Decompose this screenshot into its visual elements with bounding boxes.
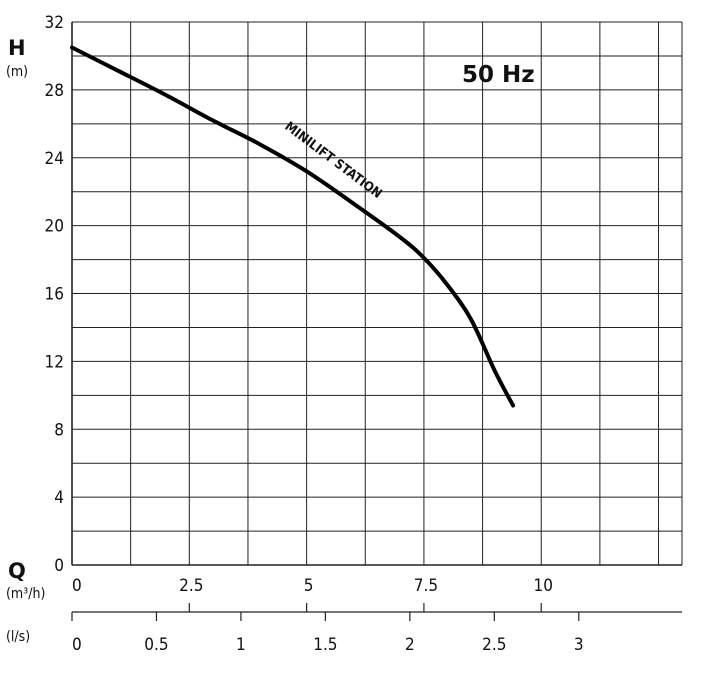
y-tick-label: 32 (45, 13, 64, 33)
y-axis-unit: (m) (6, 64, 28, 80)
y-tick-label: 4 (54, 488, 64, 508)
y-tick-label: 12 (45, 352, 64, 372)
y-tick-label: 24 (45, 149, 64, 169)
y-tick-label: 20 (45, 217, 64, 237)
x-tick-label-m3h: 7.5 (414, 576, 438, 596)
curves (72, 48, 513, 406)
x-tick-label-ls: 0 (72, 635, 82, 655)
x-tick-label-m3h: 10 (533, 576, 552, 596)
x-tick-label-m3h: 5 (304, 576, 314, 596)
frequency-label: 50 Hz (462, 62, 535, 88)
y-tick-label: 16 (45, 285, 64, 305)
y-axis-label: H (8, 36, 26, 60)
x-axis-unit-m3h: (m³/h) (6, 586, 45, 602)
y-tick-label: 28 (45, 81, 64, 101)
grid (72, 22, 682, 565)
x-tick-label-ls: 2.5 (482, 635, 506, 655)
x-tick-label-ls: 2 (405, 635, 415, 655)
x-axis-ls: 0 0.5 1 1.5 2 2.5 3 (72, 612, 682, 655)
x-axis-unit-ls: (l/s) (6, 629, 30, 645)
y-tick-label: 0 (54, 556, 64, 576)
x-tick-label-m3h: 2.5 (179, 576, 203, 596)
x-tick-label-ls: 3 (574, 635, 584, 655)
x-tick-label-ls: 1 (236, 635, 246, 655)
series-line (72, 48, 513, 406)
y-tick-label: 8 (54, 420, 64, 440)
x-tick-label-ls: 0.5 (144, 635, 168, 655)
y-tick-labels: 0 4 8 12 16 20 24 28 32 (45, 13, 64, 576)
x-axis-label: Q (8, 559, 26, 583)
x-axis-m3h: 0 2.5 5 7.5 10 (72, 576, 553, 612)
x-tick-label-ls: 1.5 (313, 635, 337, 655)
x-tick-label-m3h: 0 (72, 576, 82, 596)
